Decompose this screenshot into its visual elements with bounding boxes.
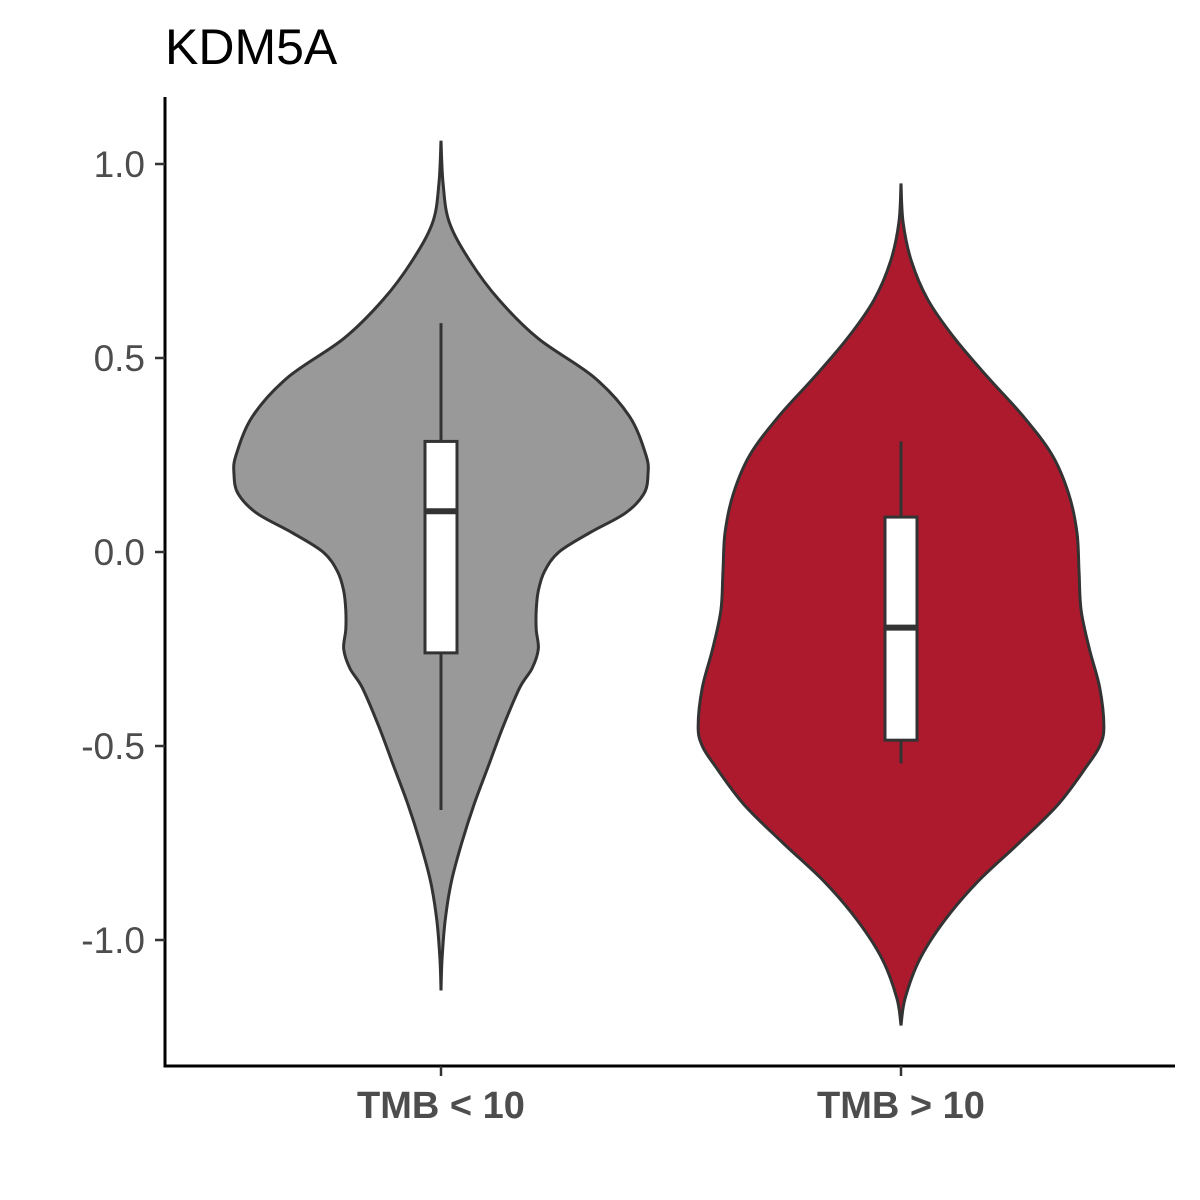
y-tick-label: -1.0: [81, 920, 145, 961]
y-tick-label: 1.0: [94, 144, 145, 185]
y-tick-label: 0.0: [94, 532, 145, 573]
y-tick-label: 0.5: [94, 338, 145, 379]
y-tick-label: -0.5: [81, 726, 145, 767]
chart-title: KDM5A: [165, 19, 338, 75]
axes: 1.0 0.5 0.0 -0.5 -1.0 TMB < 10 TMB > 10: [81, 97, 1175, 1127]
plot-area: [232, 140, 1106, 1026]
x-tick-label: TMB > 10: [817, 1085, 985, 1127]
box-tmb-low: [423, 439, 459, 655]
x-tick-label: TMB < 10: [357, 1085, 525, 1127]
